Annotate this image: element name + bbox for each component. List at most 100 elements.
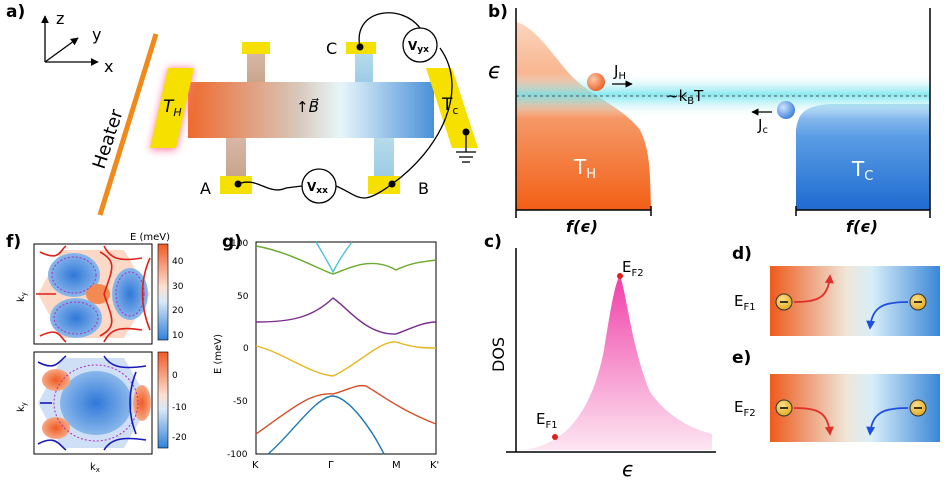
band-ylabel: E (meV): [213, 334, 224, 374]
ytick-0: 0: [243, 344, 249, 354]
band-green: [255, 245, 437, 275]
vyx-meter: [402, 27, 438, 63]
ef2-row-label: EF2: [734, 398, 756, 419]
jc-label: Jc: [757, 116, 768, 136]
cbar-top-tick-10: 10: [172, 331, 184, 341]
panel-g-bands: E (meV) 100 50 0 -50 -100 K Γ M K': [213, 239, 439, 471]
contact-A-dot: [234, 180, 242, 188]
ytick-50: 50: [237, 292, 249, 302]
band-purple: [255, 297, 437, 335]
ytick-100: 100: [231, 239, 248, 249]
contact-B-label: B: [418, 179, 429, 198]
ky-label-top: ky: [16, 292, 28, 302]
ef1-row-label: EF1: [734, 292, 756, 313]
ef1-label: EF1: [536, 410, 558, 431]
cbar-bottom-tick-20: -20: [172, 433, 187, 443]
cbar-bottom-tick-10: -10: [172, 403, 187, 413]
hot-pad: [150, 68, 194, 148]
panel-label-c: c): [484, 232, 502, 252]
ef1-marker: [552, 434, 558, 440]
energy-map-bottom: [33, 351, 153, 455]
f-right-label: f(ϵ): [846, 217, 878, 236]
panel-label-a: a): [6, 2, 26, 22]
cold-distribution: [796, 104, 930, 210]
arm-left-bottom: [226, 136, 246, 178]
kx-label: kx: [90, 462, 100, 474]
contact-A-label: A: [200, 179, 211, 198]
hot-deflection-arrow: [793, 407, 834, 436]
axis-y-label: y: [92, 25, 101, 44]
ytick-m100: -100: [227, 450, 248, 460]
xtick-Gamma: Γ: [328, 460, 334, 471]
axis-z-label: z: [56, 9, 64, 28]
cbar-top-tick-20: 20: [172, 306, 184, 316]
dos-curve: [522, 276, 712, 450]
contact-C-label: C: [326, 39, 337, 58]
hot-carrier: [587, 73, 605, 91]
xtick-Kp: K': [430, 460, 439, 471]
panel-label-g: g): [222, 232, 242, 252]
vxx-meter: [301, 168, 337, 204]
band-cyan: [315, 241, 353, 274]
band-yellow: [255, 341, 437, 377]
ytick-m50: -50: [233, 397, 248, 407]
cold-deflection-arrow: [866, 407, 909, 436]
panel-c-dos: DOS ϵ EF1 EF2: [489, 248, 716, 481]
cbar-top-tick-40: 40: [172, 257, 184, 267]
panel-d-ef1: EF1: [734, 266, 940, 336]
arm-right-top: [355, 52, 373, 84]
hall-bar: [188, 82, 434, 138]
cbar-bottom-tick-0: 0: [172, 371, 178, 381]
cold-deflection-arrow: [866, 301, 909, 330]
field-label: ↑B⃗: [296, 97, 319, 116]
band-orange: [255, 384, 437, 435]
dos-ylabel: DOS: [489, 337, 508, 372]
heater-bar: [97, 33, 159, 216]
arm-right-bottom: [374, 136, 394, 178]
panel-b-fermi: ϵ JH Jc ~kBT TH TC f(ϵ) f(ϵ): [488, 8, 931, 236]
contact-top-left: [242, 42, 270, 54]
panel-e-ef2: EF2: [734, 374, 940, 442]
ef2-marker: [617, 273, 623, 279]
colorbar-top: [157, 243, 169, 341]
panel-label-d: d): [732, 244, 752, 264]
panel-label-f: f): [6, 232, 22, 252]
tc-dist-label: TC: [851, 157, 873, 184]
cold-pad: [426, 68, 478, 148]
panel-a-device: z y x Heater TH Tc ↑B⃗: [41, 9, 478, 216]
th-dist-label: TH: [573, 155, 596, 182]
jh-label: JH: [613, 62, 626, 82]
cold-carrier: [777, 101, 795, 119]
arm-left-top: [247, 52, 265, 84]
th-label: TH: [163, 97, 182, 119]
f-left-label: f(ϵ): [566, 217, 598, 236]
band-blue: [267, 395, 385, 455]
ky-label-bottom: ky: [16, 402, 28, 412]
band-plot-frame: [255, 241, 437, 455]
contact-B-dot: [388, 180, 396, 188]
panel-label-b: b): [488, 2, 508, 22]
vxx-label: Vxx: [307, 180, 328, 196]
xtick-M: M: [392, 460, 401, 471]
coordinate-axes: [41, 15, 99, 66]
vxx-circuit: [237, 12, 453, 199]
hot-deflection-arrow: [793, 274, 834, 303]
tc-label: Tc: [441, 95, 458, 117]
cbar-top-tick-30: 30: [172, 282, 184, 292]
cold-pad-wire-dot: [462, 128, 470, 136]
panel-label-e: e): [732, 348, 752, 368]
dos-xlabel: ϵ: [622, 457, 634, 481]
axis-x-label: x: [104, 57, 113, 76]
vyx-label: Vyx: [408, 39, 429, 55]
thermal-window-band: [516, 72, 930, 118]
colorbar-bottom: [157, 351, 169, 449]
panel-f-fermi-surfaces: E (meV) 40 30: [16, 232, 187, 474]
kbt-label: ~kBT: [666, 87, 704, 107]
energy-axis-label: ϵ: [488, 59, 502, 84]
xtick-K: K: [252, 460, 259, 471]
colorbar-title: E (meV): [130, 232, 170, 243]
ef2-label: EF2: [622, 258, 644, 279]
energy-map-top: [33, 243, 153, 345]
contact-C-dot: [356, 43, 364, 51]
